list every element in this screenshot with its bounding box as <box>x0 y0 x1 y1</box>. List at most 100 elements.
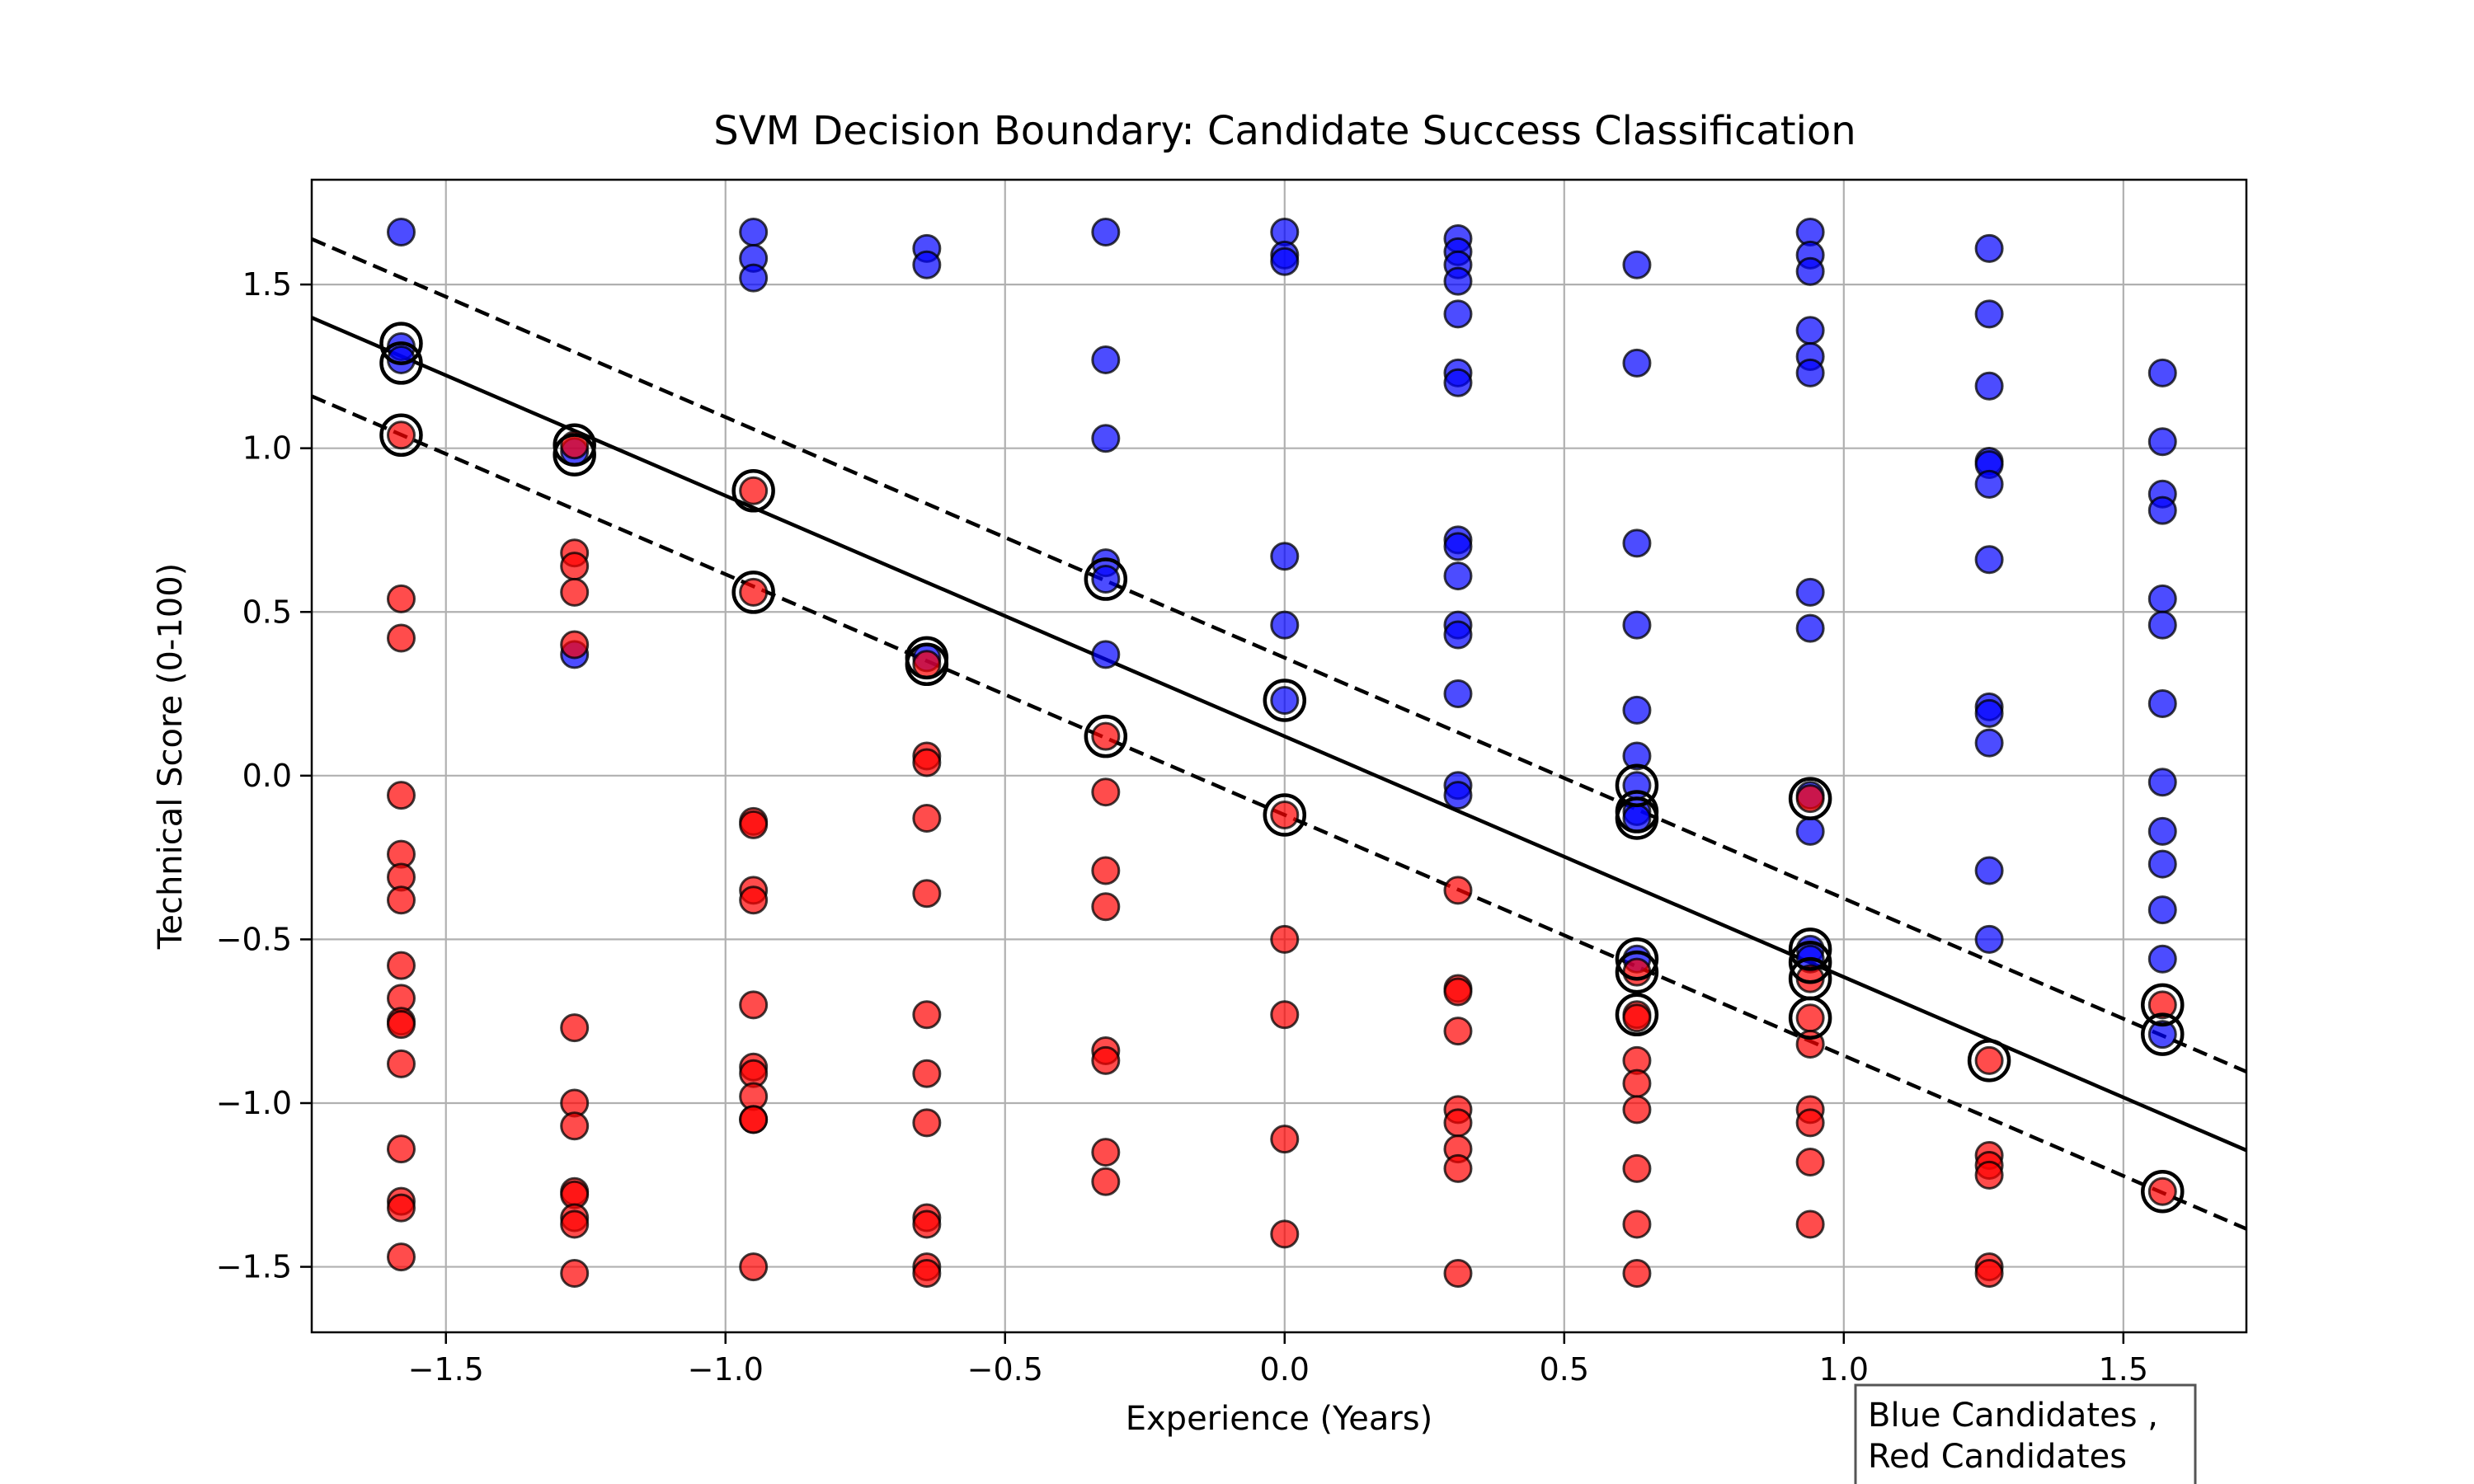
x-tick-label: −1.5 <box>408 1351 484 1388</box>
legend-entry-red: Red Candidates <box>1868 1438 2127 1476</box>
chart-title: SVM Decision Boundary: Candidate Success… <box>713 108 1856 154</box>
blue-candidate-point <box>1974 545 2004 575</box>
decision-boundary-line <box>312 316 2246 1153</box>
red-candidate-point <box>1443 1017 1473 1046</box>
red-candidate-point <box>1091 1167 1121 1196</box>
blue-candidate-point <box>1091 218 1121 247</box>
blue-candidate-point <box>1622 695 1652 725</box>
red-candidate-point <box>1974 1160 2004 1190</box>
legend: Blue Candidates , Red Candidates <box>1854 1383 2197 1484</box>
blue-candidate-point <box>1795 613 1825 643</box>
blue-candidate-point <box>1091 424 1121 453</box>
support-vector-ring <box>1615 796 1659 840</box>
y-tick-label: −1.5 <box>216 1249 292 1285</box>
blue-candidate-point <box>739 218 769 247</box>
support-vector-ring <box>553 423 596 467</box>
blue-candidate-point <box>1443 679 1473 709</box>
red-candidate-point <box>1974 1259 2004 1289</box>
support-vector-ring <box>2141 983 2185 1027</box>
support-vector-ring <box>379 322 423 365</box>
y-tick-label: −1.0 <box>216 1085 292 1121</box>
support-vector-ring <box>553 433 596 477</box>
blue-candidate-point <box>1091 640 1121 669</box>
red-candidate-point <box>1795 1003 1825 1033</box>
blue-candidate-point <box>1974 299 2004 329</box>
y-tick-label: 1.5 <box>242 266 292 303</box>
red-candidate-point <box>912 879 942 909</box>
support-vector-ring <box>905 642 949 687</box>
red-candidate-point <box>912 1209 942 1239</box>
red-candidate-point <box>1622 957 1652 987</box>
support-vectors <box>379 322 2185 1214</box>
red-candidate-point <box>1622 1068 1652 1098</box>
red-candidate-point <box>1091 856 1121 885</box>
blue-candidate-point <box>1974 924 2004 954</box>
blue-candidate-point <box>2147 768 2177 797</box>
blue-candidate-point <box>1795 577 1825 607</box>
red-candidate-point <box>1270 924 1300 954</box>
data-points <box>386 218 2177 1289</box>
red-candidate-point <box>1622 1153 1652 1183</box>
red-candidate-point <box>1091 892 1121 922</box>
support-vector-ring <box>1788 777 1832 820</box>
support-vector-ring <box>1615 950 1659 994</box>
x-tick-label: −0.5 <box>967 1351 1043 1388</box>
blue-candidate-point <box>1974 233 2004 263</box>
red-candidate-point <box>1270 1125 1300 1154</box>
red-candidate-point <box>560 1013 590 1043</box>
y-tick-label: −0.5 <box>216 921 292 957</box>
red-candidate-point <box>1795 1147 1825 1176</box>
red-candidate-point <box>1795 784 1825 814</box>
support-vector-ring <box>1615 993 1659 1037</box>
red-candidate-point <box>560 1259 590 1289</box>
blue-candidate-point <box>1622 348 1652 378</box>
support-vector-ring <box>379 413 423 458</box>
support-vector-ring <box>1084 557 1128 601</box>
red-candidate-point <box>2147 1176 2177 1206</box>
blue-candidate-point <box>1622 250 1652 279</box>
x-tick-label: 1.0 <box>1819 1351 1869 1388</box>
red-candidate-point <box>739 577 769 607</box>
blue-candidate-point <box>2147 584 2177 613</box>
blue-candidate-point <box>1795 358 1825 387</box>
blue-candidate-point <box>2147 1020 2177 1050</box>
blue-candidate-point <box>739 263 769 293</box>
blue-candidate-point <box>2147 944 2177 974</box>
red-candidate-point <box>739 990 769 1020</box>
blue-candidate-point <box>1974 856 2004 885</box>
legend-box <box>1854 1383 2197 1484</box>
blue-candidate-point <box>2147 495 2177 525</box>
blue-candidate-point <box>1443 368 1473 397</box>
support-vector-ring <box>1615 937 1659 981</box>
blue-candidate-point <box>1091 345 1121 374</box>
blue-candidate-point <box>1795 816 1825 846</box>
blue-candidate-point <box>1622 610 1652 640</box>
blue-candidate-point <box>1795 256 1825 286</box>
red-candidate-point <box>560 1209 590 1239</box>
blue-candidate-point <box>2147 427 2177 457</box>
blue-candidate-point <box>1974 728 2004 758</box>
blue-candidate-point <box>1974 371 2004 401</box>
support-vector-ring <box>1263 793 1307 837</box>
blue-candidate-point <box>1622 741 1652 771</box>
y-axis-label: Technical Score (0-100) <box>152 563 190 951</box>
blue-candidate-point <box>1091 565 1121 594</box>
blue-candidate-point <box>1443 532 1473 561</box>
margin-line <box>312 237 2246 1074</box>
blue-candidate-point <box>1974 469 2004 499</box>
y-tick-label: 1.0 <box>242 430 292 467</box>
support-vector-ring <box>1615 763 1659 807</box>
support-vector-ring <box>2141 1012 2185 1056</box>
red-candidate-point <box>1443 977 1473 1007</box>
blue-candidate-point <box>2147 610 2177 640</box>
support-vector-ring <box>1788 996 1832 1040</box>
blue-candidate-point <box>1443 266 1473 296</box>
legend-entry-blue: Blue Candidates , <box>1868 1397 2158 1435</box>
red-candidate-point <box>739 476 769 505</box>
blue-candidate-point <box>1270 542 1300 571</box>
red-candidate-point <box>1443 1259 1473 1289</box>
red-candidate-point <box>1795 1209 1825 1239</box>
blue-candidate-point <box>1795 316 1825 345</box>
red-candidate-point <box>1270 800 1300 829</box>
